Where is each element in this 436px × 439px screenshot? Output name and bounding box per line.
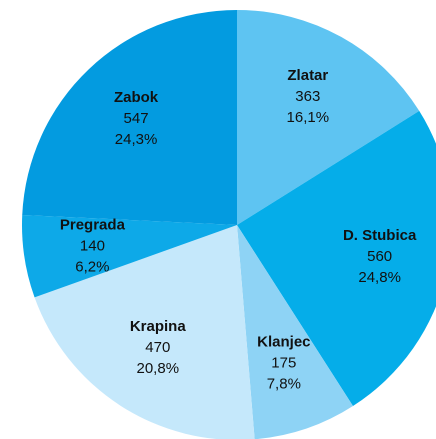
pie-slice: [237, 110, 436, 407]
slice-value: 560: [367, 248, 392, 265]
slice-name: Zlatar: [287, 67, 328, 84]
slice-name: D. Stubica: [343, 227, 417, 244]
pie-slice: [34, 225, 255, 439]
slice-name: Pregrada: [60, 217, 126, 234]
pie-slice: [22, 214, 237, 298]
slice-percent: 24,8%: [358, 269, 401, 286]
pie-slice: [237, 10, 420, 225]
slice-value: 140: [80, 238, 105, 255]
slice-percent: 24,3%: [115, 131, 158, 148]
slice-name: Klanjec: [257, 333, 310, 350]
slice-name: Krapina: [130, 318, 187, 335]
slice-percent: 7,8%: [267, 375, 301, 392]
slice-value: 470: [145, 339, 170, 356]
pie-slice: [22, 10, 237, 225]
pie-slice: [237, 225, 353, 439]
slice-name: Zabok: [114, 89, 159, 106]
slice-value: 175: [271, 354, 296, 371]
slice-percent: 20,8%: [137, 360, 180, 377]
slice-percent: 16,1%: [287, 109, 330, 126]
slice-percent: 6,2%: [75, 259, 109, 276]
slice-value: 363: [295, 88, 320, 105]
slice-value: 547: [124, 110, 149, 127]
